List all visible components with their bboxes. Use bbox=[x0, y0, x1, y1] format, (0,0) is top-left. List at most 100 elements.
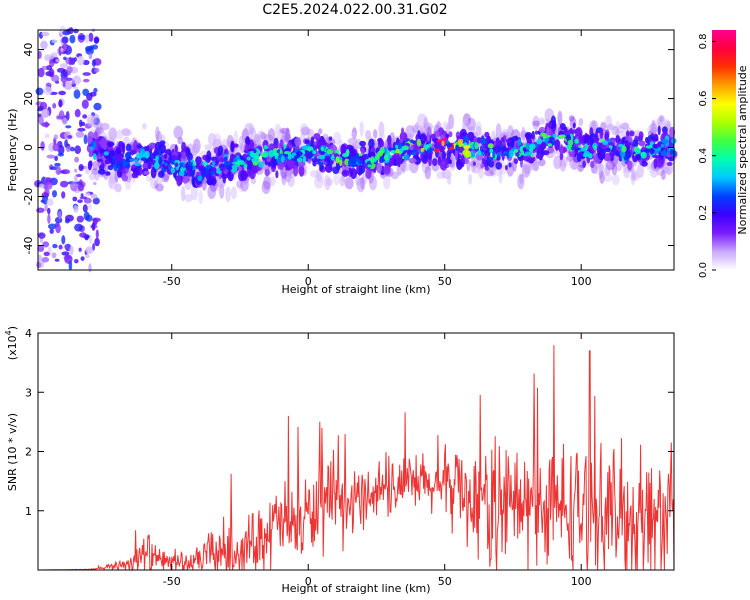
heatmap-cell bbox=[41, 108, 50, 118]
heatmap-cell bbox=[206, 169, 212, 177]
heatmap-cell bbox=[532, 120, 541, 127]
heatmap-cell bbox=[577, 164, 584, 172]
heatmap-cell bbox=[41, 192, 49, 199]
heatmap-cell bbox=[484, 169, 495, 177]
colorbar-tick-label: 0.6 bbox=[698, 91, 709, 107]
heatmap-cell bbox=[155, 126, 160, 142]
x-tick-label: 0 bbox=[305, 275, 312, 288]
heatmap-cell bbox=[82, 88, 90, 97]
heatmap-cell bbox=[96, 158, 103, 163]
heatmap-cell bbox=[70, 181, 78, 192]
heatmap-cell bbox=[44, 54, 52, 62]
heatmap-cell bbox=[211, 160, 216, 167]
heatmap-cell bbox=[46, 154, 56, 159]
heatmap-cell bbox=[312, 160, 317, 167]
heatmap-cell bbox=[43, 251, 50, 257]
heatmap-cell bbox=[497, 145, 502, 153]
heatmap-cell bbox=[174, 144, 178, 154]
heatmap-cell bbox=[232, 143, 239, 148]
heatmap-cell bbox=[599, 129, 604, 140]
heatmap-cell bbox=[448, 131, 453, 138]
heatmap-cell bbox=[54, 162, 61, 167]
heatmap-cell bbox=[161, 167, 167, 173]
heatmap-cell bbox=[86, 113, 95, 127]
heatmap-cell bbox=[631, 168, 638, 181]
y-tick-label: 20 bbox=[22, 92, 35, 106]
heatmap-cell bbox=[64, 244, 68, 250]
heatmap-cell bbox=[317, 161, 324, 165]
heatmap-cell bbox=[517, 173, 525, 190]
heatmap-cell bbox=[487, 143, 494, 149]
heatmap-cell bbox=[549, 136, 555, 141]
heatmap-cell bbox=[42, 241, 50, 248]
heatmap-cell bbox=[187, 161, 193, 166]
heatmap-cell bbox=[640, 160, 648, 167]
heatmap-cell bbox=[87, 136, 93, 145]
heatmap-cell bbox=[131, 172, 138, 179]
heatmap-cell bbox=[80, 256, 85, 261]
heatmap-cell bbox=[71, 80, 76, 85]
heatmap-cell bbox=[221, 174, 229, 179]
heatmap-cell bbox=[184, 193, 193, 203]
heatmap-cell bbox=[239, 142, 245, 152]
heatmap-cell bbox=[246, 156, 251, 161]
heatmap-cell bbox=[48, 68, 55, 78]
y-tick-label: 0 bbox=[22, 144, 35, 151]
heatmap-cell bbox=[436, 139, 443, 143]
heatmap-cell bbox=[533, 161, 540, 172]
heatmap-cell bbox=[496, 152, 502, 156]
heatmap-cell bbox=[508, 149, 514, 158]
heatmap-cell bbox=[200, 167, 207, 176]
heatmap-cell bbox=[38, 232, 46, 239]
heatmap-cell bbox=[155, 183, 164, 192]
heatmap-cell bbox=[93, 102, 102, 111]
heatmap-cell bbox=[44, 133, 50, 139]
heatmap-cell bbox=[538, 126, 546, 133]
heatmap-cell bbox=[107, 164, 114, 171]
heatmap-cell bbox=[223, 156, 228, 162]
heatmap-cell bbox=[410, 152, 417, 156]
heatmap-cell bbox=[51, 252, 57, 259]
heatmap-cell bbox=[524, 132, 533, 139]
heatmap-cell bbox=[85, 254, 90, 259]
heatmap-cell bbox=[74, 259, 79, 264]
heatmap-cell bbox=[207, 133, 217, 146]
heatmap-cell bbox=[326, 148, 333, 155]
heatmap-cell bbox=[664, 119, 670, 128]
heatmap-cell bbox=[147, 157, 153, 163]
heatmap-cell bbox=[349, 156, 357, 165]
heatmap-cell bbox=[559, 144, 564, 155]
heatmap-cell bbox=[308, 153, 312, 159]
heatmap-cell bbox=[61, 117, 68, 125]
heatmap-cell bbox=[267, 128, 275, 142]
heatmap-cell bbox=[314, 175, 324, 189]
heatmap-cell bbox=[532, 115, 540, 131]
heatmap-cell bbox=[157, 154, 162, 158]
heatmap-cell bbox=[217, 150, 222, 157]
heatmap-cell bbox=[383, 175, 391, 190]
heatmap-cell bbox=[554, 139, 561, 151]
heatmap-cell bbox=[189, 170, 195, 177]
heatmap-cell bbox=[105, 171, 111, 176]
heatmap-cell bbox=[609, 158, 616, 171]
y-tick-label: 2 bbox=[25, 446, 32, 459]
heatmap-cell bbox=[519, 174, 524, 184]
heatmap-cell bbox=[74, 156, 79, 163]
x-tick-label: 100 bbox=[571, 275, 592, 288]
heatmap-cell bbox=[78, 35, 87, 40]
heatmap-cell bbox=[360, 147, 365, 155]
heatmap-cell bbox=[279, 139, 284, 149]
heatmap-cell bbox=[100, 137, 108, 150]
heatmap-cell bbox=[439, 158, 448, 171]
heatmap-cell bbox=[88, 152, 93, 158]
heatmap-cell bbox=[508, 162, 512, 168]
heatmap-cell bbox=[369, 175, 377, 191]
heatmap-cell bbox=[88, 263, 92, 273]
heatmap-cell bbox=[427, 152, 433, 160]
heatmap-cell bbox=[350, 168, 357, 180]
heatmap-cell bbox=[41, 256, 50, 263]
heatmap-cell bbox=[121, 128, 131, 137]
x-tick-label: 0 bbox=[305, 575, 312, 588]
heatmap-cell bbox=[552, 133, 557, 139]
heatmap-cell bbox=[234, 164, 239, 168]
